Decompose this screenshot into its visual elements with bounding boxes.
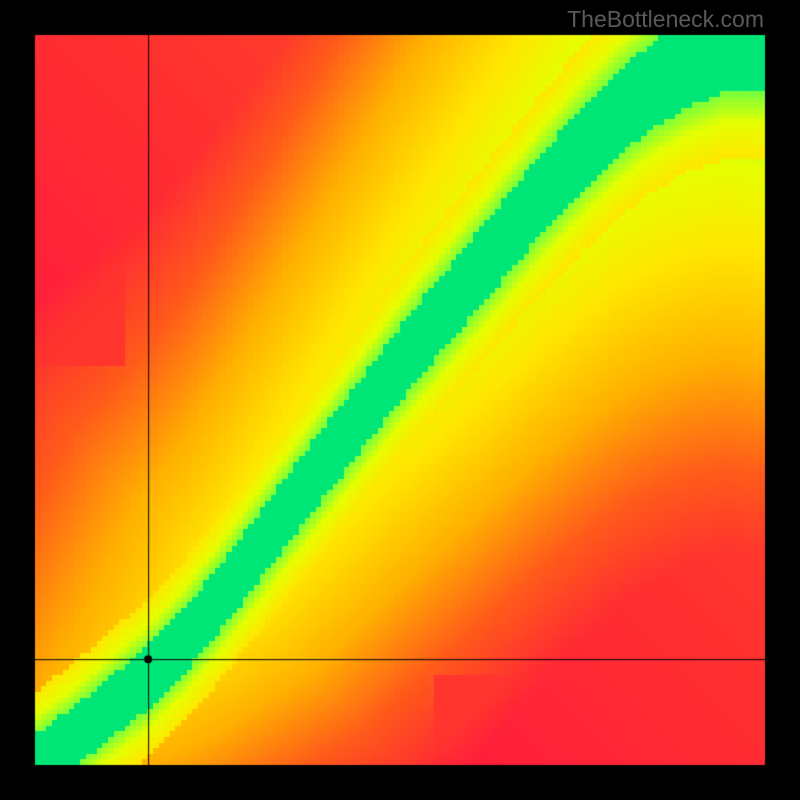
bottleneck-heatmap <box>0 0 800 800</box>
watermark-text: TheBottleneck.com <box>567 6 764 33</box>
